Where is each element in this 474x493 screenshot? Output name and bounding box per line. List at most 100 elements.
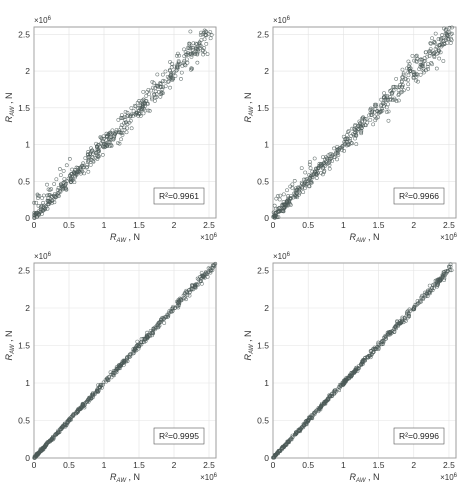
data-point [400, 67, 405, 72]
data-point [412, 58, 417, 63]
x-tick-label: 2.5 [443, 220, 455, 230]
data-point [32, 456, 37, 460]
r-squared-label: R²=0.9961 [159, 191, 199, 201]
data-point [172, 70, 177, 75]
data-point [169, 75, 174, 79]
data-point [346, 130, 350, 134]
data-point [167, 310, 171, 315]
data-point [419, 57, 424, 62]
data-point [283, 443, 288, 448]
data-point [89, 148, 94, 153]
data-point [184, 52, 189, 57]
data-point [45, 206, 50, 211]
data-point [119, 123, 124, 127]
data-point [187, 293, 192, 298]
r-squared-box [393, 427, 445, 445]
data-point [449, 268, 454, 273]
y-tick-label: 2.5 [257, 29, 269, 39]
data-point [88, 152, 92, 157]
y-tick-label: 2 [25, 66, 30, 76]
data-point [417, 67, 422, 72]
data-point [386, 118, 391, 123]
data-point [182, 291, 187, 296]
data-point [367, 113, 371, 118]
x-tick-label: 2.5 [203, 460, 215, 470]
data-point [182, 296, 186, 301]
data-point [408, 66, 413, 71]
r-squared-label: R²=0.9996 [399, 431, 439, 441]
data-point [155, 72, 160, 77]
data-point [101, 382, 105, 387]
data-point [112, 368, 116, 373]
data-point [149, 330, 154, 335]
data-point [158, 94, 163, 99]
data-point [357, 366, 362, 370]
data-point [396, 93, 401, 98]
data-point [168, 85, 172, 90]
data-point [352, 127, 356, 132]
data-point [448, 268, 453, 273]
data-point [143, 103, 147, 108]
data-point [445, 32, 449, 37]
data-point [129, 126, 134, 131]
data-point [407, 67, 412, 72]
data-point [418, 72, 423, 77]
data-point [440, 33, 445, 37]
data-point [189, 66, 194, 71]
data-point [112, 371, 117, 375]
data-point [308, 175, 313, 180]
data-point [319, 403, 323, 408]
data-point [124, 130, 129, 135]
data-point [434, 66, 439, 71]
data-point [438, 50, 443, 55]
data-point [344, 378, 348, 383]
data-point [105, 377, 110, 382]
data-point [63, 186, 68, 190]
data-point [327, 166, 332, 171]
data-point [165, 74, 170, 79]
data-point [160, 87, 165, 91]
data-point [145, 330, 149, 335]
data-point [42, 206, 46, 210]
data-point [175, 53, 179, 58]
data-point [159, 84, 164, 89]
data-point [301, 425, 306, 430]
data-point [86, 150, 91, 154]
data-point [379, 97, 384, 102]
data-point [147, 333, 152, 338]
data-point [86, 169, 91, 174]
data-point [195, 60, 200, 65]
data-point [376, 340, 381, 345]
data-point [277, 209, 282, 214]
data-point [336, 153, 341, 157]
data-point [399, 79, 404, 84]
data-point [332, 392, 337, 396]
data-point [368, 117, 373, 122]
data-point [35, 193, 40, 198]
data-point [443, 37, 448, 42]
data-point [95, 388, 99, 393]
data-point [294, 188, 299, 192]
y-tick-label: 0 [25, 453, 30, 463]
data-point [359, 124, 363, 128]
data-point [327, 161, 331, 165]
data-point [346, 129, 351, 133]
data-point [177, 53, 182, 58]
data-point [195, 52, 200, 57]
data-point [415, 299, 420, 303]
data-point [376, 111, 381, 116]
data-point [108, 137, 113, 142]
data-point [52, 182, 57, 186]
y-tick-label: 2 [25, 303, 30, 313]
data-point [447, 25, 452, 30]
data-point [360, 359, 365, 363]
data-point [359, 130, 364, 135]
data-point [430, 288, 435, 293]
data-point [46, 193, 51, 197]
data-point [286, 194, 290, 199]
data-point [97, 154, 101, 159]
data-point [131, 109, 136, 113]
x-multiplier: ×106 [200, 473, 218, 482]
data-point [192, 50, 196, 55]
data-point [181, 60, 186, 65]
